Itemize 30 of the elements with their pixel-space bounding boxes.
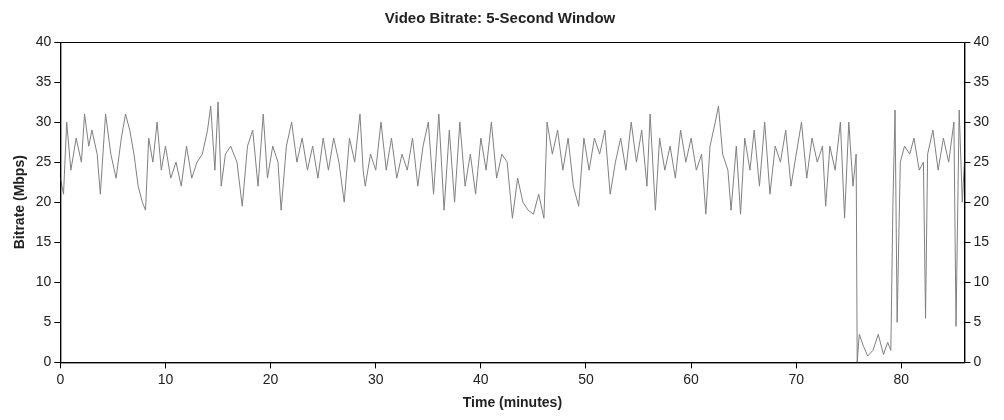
y-tick-label: 20	[35, 193, 52, 210]
y-tick-label: 40	[35, 32, 52, 49]
y-tick-label: 30	[35, 112, 52, 129]
x-tick-label: 60	[683, 370, 700, 387]
y2-tick-label: 10	[973, 273, 990, 290]
y2-tick-label: 40	[973, 32, 990, 49]
x-axis-title: Time (minutes)	[462, 394, 563, 411]
chart-title: Video Bitrate: 5-Second Window	[384, 9, 616, 27]
y-tick-label: 25	[35, 153, 52, 170]
x-tick-label: 40	[473, 370, 489, 387]
y2-tick-label: 5	[973, 313, 982, 330]
y2-tick-label: 15	[973, 233, 990, 250]
y2-tick-label: 30	[973, 112, 990, 129]
x-tick-label: 50	[578, 370, 594, 387]
y-axis-title: Bitrate (Mbps)	[11, 155, 28, 250]
x-tick-label: 30	[367, 370, 384, 387]
y-tick-label: 35	[35, 72, 52, 89]
y-tick-label: 10	[35, 273, 52, 290]
x-tick-label: 70	[788, 370, 805, 387]
x-tick-label: 80	[893, 370, 910, 387]
x-tick-label: 10	[157, 370, 174, 387]
x-tick-label: 0	[56, 370, 65, 387]
y2-tick-label: 35	[973, 72, 990, 89]
y2-tick-label: 25	[973, 153, 990, 170]
y-tick-label: 15	[35, 233, 52, 250]
x-tick-label: 20	[262, 370, 279, 387]
y-tick-label: 5	[43, 313, 52, 330]
y-tick-label: 0	[43, 353, 52, 370]
y2-tick-label: 0	[973, 353, 982, 370]
y2-tick-label: 20	[973, 193, 990, 210]
